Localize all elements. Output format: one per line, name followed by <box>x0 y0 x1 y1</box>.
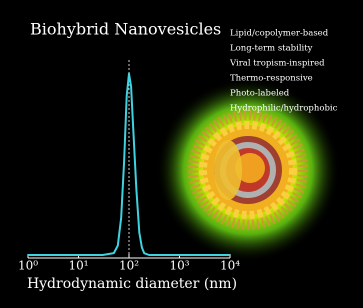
feature-item: Hydrophilic/hydrophobic <box>230 104 338 114</box>
chart-title: Biohybrid Nanovesicles <box>30 20 221 39</box>
page: {"chart_data": {"type": "line", "title":… <box>0 0 363 308</box>
feature-item: Photo-labeled <box>230 89 290 99</box>
feature-item: Lipid/copolymer-based <box>230 29 329 39</box>
x-tick-label: 10⁰ <box>18 259 38 273</box>
x-tick-label: 10² <box>119 259 139 273</box>
feature-item: Viral tropism-inspired <box>229 59 325 69</box>
feature-item: Long-term stability <box>230 44 313 54</box>
x-axis-label: Hydrodynamic diameter (nm) <box>27 276 237 292</box>
x-tick-label: 10³ <box>169 259 189 273</box>
x-tick-label: 10⁴ <box>220 259 240 273</box>
feature-item: Thermo-responsive <box>230 74 313 84</box>
chart: Biohybrid Nanovesicles Hydrodynamic diam… <box>0 0 363 308</box>
x-tick-label: 10¹ <box>68 259 88 273</box>
